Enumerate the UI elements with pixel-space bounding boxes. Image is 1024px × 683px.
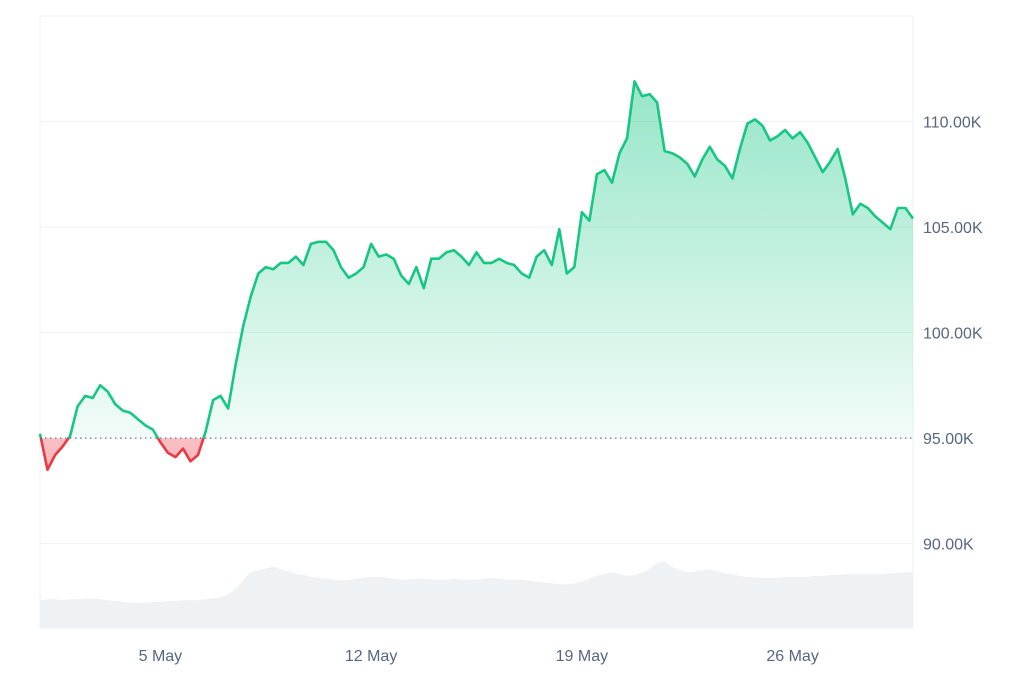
y-tick-label: 105.00K [923, 220, 983, 237]
volume-area [40, 561, 913, 628]
x-tick-label: 12 May [345, 648, 397, 665]
x-tick-label: 19 May [556, 648, 608, 665]
area-above-baseline [40, 81, 913, 439]
y-tick-label: 100.00K [923, 326, 983, 343]
volume-bars [40, 561, 913, 628]
y-axis-labels: 90.00K 95.00K 100.00K 105.00K 110.00K [923, 115, 983, 554]
x-axis-labels: 5 May 12 May 19 May 26 May [139, 648, 819, 665]
x-tick-label: 26 May [766, 648, 818, 665]
price-line-below [39, 438, 205, 471]
price-area [40, 81, 913, 470]
y-tick-label: 95.00K [923, 431, 974, 448]
y-tick-label: 110.00K [923, 115, 982, 132]
y-tick-label: 90.00K [923, 537, 974, 554]
price-line-above [38, 80, 915, 439]
price-line [38, 80, 915, 471]
x-tick-label: 5 May [139, 648, 183, 665]
